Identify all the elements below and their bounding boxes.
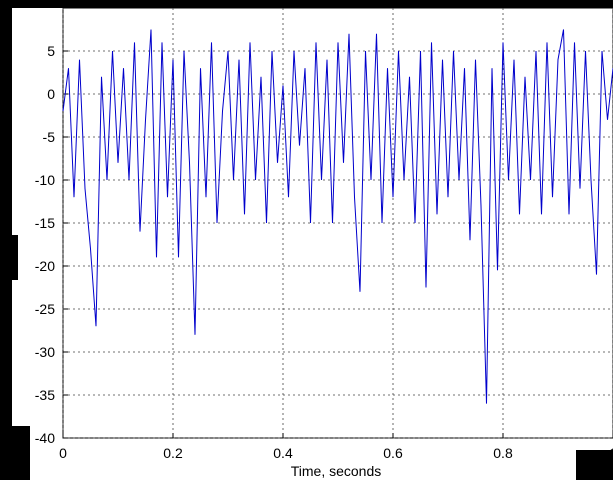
x-axis-label: Time, seconds bbox=[291, 463, 382, 479]
y-tick-label: 0 bbox=[47, 86, 55, 102]
x-tick-label: 0.2 bbox=[163, 445, 183, 461]
y-tick-label: -10 bbox=[35, 172, 55, 188]
y-tick-label: 5 bbox=[47, 43, 55, 59]
x-tick-label: 0.8 bbox=[493, 445, 513, 461]
black-border bbox=[576, 450, 613, 480]
y-tick-label: -35 bbox=[35, 387, 55, 403]
black-border bbox=[0, 426, 30, 480]
y-tick-label: -40 bbox=[35, 430, 55, 446]
y-tick-label: -25 bbox=[35, 301, 55, 317]
x-tick-label: 0.6 bbox=[383, 445, 403, 461]
x-tick-label: 0.4 bbox=[273, 445, 293, 461]
labels: Time, seconds -40 -35 -30 -25 -20 -15 -10 -5 0 5 0… bbox=[35, 43, 613, 479]
y-tick-label: -30 bbox=[35, 344, 55, 360]
x-tick-label: 0 bbox=[59, 445, 67, 461]
plot bbox=[62, 29, 613, 404]
line-series bbox=[62, 29, 613, 404]
black-border bbox=[0, 235, 18, 280]
y-tick-label: -15 bbox=[35, 215, 55, 231]
y-tick-label: -20 bbox=[35, 258, 55, 274]
y-tick-label: -5 bbox=[43, 129, 56, 145]
black-border bbox=[0, 0, 613, 8]
x-tick-label: 1 bbox=[609, 445, 613, 461]
